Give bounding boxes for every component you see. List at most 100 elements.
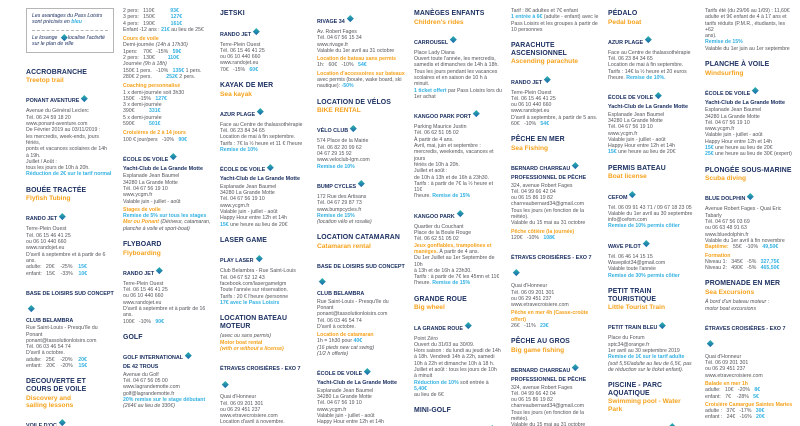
text-segment: 465,50€ — [760, 265, 780, 272]
text-segment: Tél. 06 15 46 41 25 — [511, 95, 556, 102]
text-line: 390€ 331€ — [123, 108, 211, 114]
text-segment: 10h à 22h et dimanche 10h à 18 h. — [414, 360, 495, 367]
text-segment: ponant@tassolutionloisirs.com — [26, 337, 97, 344]
text-segment: 30€ — [755, 408, 765, 415]
text-segment: Croisières de 2 à 14 jours — [123, 130, 186, 137]
text-segment: www.ycgm.fr — [317, 406, 347, 413]
text-line: enfant: 20€ -20% 15€ — [26, 363, 114, 369]
text-segment: mercredis, weekends, vacances et jours — [414, 149, 496, 162]
text-segment: D'avril à septembre et à partir de 6 ans… — [26, 251, 107, 264]
vendor-name: GOLF INTERNATIONAL — [123, 355, 184, 362]
text-segment: 20€ — [78, 356, 87, 363]
vendor-name-row: BLUE DOLPHIN — [705, 187, 793, 205]
section-peche-au-gros: PÊCHE AU GROS Big game fishing — [511, 338, 599, 354]
vendor-name-row: PETIT TRAIN BLEU — [608, 316, 696, 334]
text-segment: ou 06 10 440 660 — [123, 293, 164, 300]
text-line: Réduction de 2€ sur le tarif normal — [26, 171, 114, 177]
text-segment: 93€ — [170, 8, 179, 14]
text-line: enfant: 15€ -33% 10€ — [26, 271, 114, 277]
text-line: (avec ou sans permis) — [220, 333, 308, 339]
text-line: Tél. 04 99 66 42 04 — [511, 391, 599, 397]
text-segment: www.randojet.eu — [26, 245, 65, 252]
text-line: Hors saison : du lundi au jeudi de 14h — [414, 348, 502, 354]
map-diamond-icon — [58, 419, 66, 426]
vendor-name: RANDO JET — [123, 270, 155, 277]
text-line: Avril, mai, juin et septembre : — [414, 143, 502, 149]
text-segment: Tél. 04 67 56 03 69 — [705, 219, 750, 226]
text-line: Location de mai à fin septembre. — [608, 62, 696, 68]
text-segment: www.etravecroisiere.com — [705, 372, 763, 379]
text-line: (soit 5,5€/adulte au lieu de 6,5€, pas — [608, 361, 696, 367]
text-line: manèges. À partir de 4 ans. — [414, 249, 502, 255]
text-segment: 5 x demi-journée — [123, 114, 162, 121]
text-line: Tél. 04 99 66 42 04 — [511, 189, 599, 195]
text-line: 17€ avec le Pass Loisirs — [220, 300, 308, 306]
text-line: nautique): -50% — [317, 83, 405, 89]
vendor-name-line2: PROFESSIONNEL DE PÊCHE — [511, 377, 587, 384]
vendor-name: LA GRANDE ROUE — [414, 325, 463, 332]
text-line: Pêche côtière (la journée) — [511, 229, 599, 235]
vendor-name: WAVE PILOT — [608, 243, 641, 250]
text-line: 1 entrée à 6€ (adulte - enfant) avec le — [511, 14, 599, 20]
text-segment: Rue Saint-Louis - Presqu'île du Ponant — [26, 325, 100, 338]
text-segment: Remise de 1€ sur le tarif adulte — [608, 354, 685, 361]
text-segment: ou 06 10 440 660 — [26, 239, 67, 246]
text-segment: www.rivage.fr — [317, 41, 349, 48]
text-segment: Tarifs : 14€ la ½ heure et 20 euros — [608, 68, 687, 75]
text-line: charreaubernard34@gmail.com — [511, 201, 599, 207]
text-line: 15€ une heure au lieu de 20€ — [220, 222, 308, 228]
text-segment: une heure au lieu de 30€ (expert) — [713, 151, 792, 158]
text-segment: Location de mai à fin septembre. — [608, 62, 684, 69]
text-segment: Ouvert toute l'année, les mercredis, — [414, 56, 496, 63]
text-line: Avenue du Général Leclerc — [26, 108, 114, 114]
text-segment: 1 ticket offert — [414, 87, 447, 94]
text-segment: Juillet et août : tous les jours de 10h — [414, 366, 497, 373]
text-segment: facebook.com/lasergamelgm — [220, 281, 287, 288]
section-title: PLONGÉE SOUS-MARINE — [705, 166, 792, 174]
text-segment: Tél. 04 99 66 42 04 — [511, 390, 556, 397]
text-line: Formation — [705, 253, 793, 259]
text-segment: D'avril à septembre et à partir de 16 an… — [123, 306, 207, 319]
section-title: PÊCHE AU GROS — [511, 338, 570, 346]
text-line: Demi-journée (14h à 17h30) — [123, 42, 211, 48]
text-line: Parking Maurice Justin — [414, 124, 502, 130]
text-line: 60€ -10% 54€ — [511, 121, 599, 127]
text-segment: une heure au lieu de 20€ — [713, 145, 773, 152]
vendor-name-row: BERNARD CHARREAU — [511, 157, 599, 175]
text-segment: Hors saison : du lundi au jeudi de 14h — [414, 348, 501, 355]
text-segment: www.ponant-aventure.com — [26, 121, 88, 128]
text-segment: 574 Place de la Mairie — [317, 138, 369, 145]
text-segment: info@cefom.com — [608, 217, 647, 224]
text-segment: 26€ -11% — [511, 323, 541, 330]
text-line: 1pers: 70€ -15% 59€ — [123, 49, 211, 55]
section-title: BOUÉE TRACTÉE — [26, 186, 87, 194]
text-segment: Tél. 04 99 66 42 04 — [511, 188, 556, 195]
text-segment: Terre-Plein Ouest — [220, 41, 261, 48]
text-line: Remise de 1€ sur le tarif adulte — [608, 354, 696, 360]
vendor-name-row: BERNARD CHARREAU — [511, 359, 599, 377]
text-line: Tél. 04 67 56 19 10 — [705, 120, 793, 126]
vendor-petit-train-bleu: PETIT TRAIN BLEU — [608, 316, 696, 334]
vendor-name: PONANT AVENTURE — [26, 98, 80, 105]
map-diamond-icon — [156, 267, 163, 274]
text-line: les mercredis, week-ends, jours fériés, — [26, 134, 114, 147]
text-segment: 1h: 60€ -10% — [317, 62, 358, 69]
vendor-name: ÉCOLE DE VOILE — [123, 156, 169, 163]
text-segment: Club Belambra - Rue Saint-Louis — [220, 268, 296, 275]
text-segment: ou 06 15 86 19 82 — [511, 397, 553, 404]
text-segment: Niveau 1: 345€ -5% — [705, 258, 761, 265]
text-segment: par Pass Loisirs lors du — [446, 87, 502, 94]
text-line: adulte: 25€ -20% 20€ — [26, 357, 114, 363]
text-line: Tél. 04 67 56 19 10 — [123, 186, 211, 192]
text-line: Tél. 06 15 46 41 25 — [220, 48, 308, 54]
text-segment: Tél. 04 67 29 87 73 — [317, 200, 362, 207]
text-line: www.ycgm.fr — [608, 131, 696, 137]
section-kayak-de-mer: KAYAK DE MER Sea kayak — [220, 82, 308, 98]
text-segment: adulte: 25€ -20% — [26, 356, 79, 363]
vendor-name: VOILE D'OC — [26, 422, 57, 426]
text-segment: Location d'avril à novembre. — [220, 419, 285, 426]
text-line: (with or without a license) — [220, 346, 308, 352]
text-segment: Coaching personnalisé — [123, 83, 181, 90]
section-subtitle-en: Big wheel — [414, 304, 445, 312]
columns-container: Les avantages du Pass Loisirs sont préci… — [26, 8, 794, 426]
